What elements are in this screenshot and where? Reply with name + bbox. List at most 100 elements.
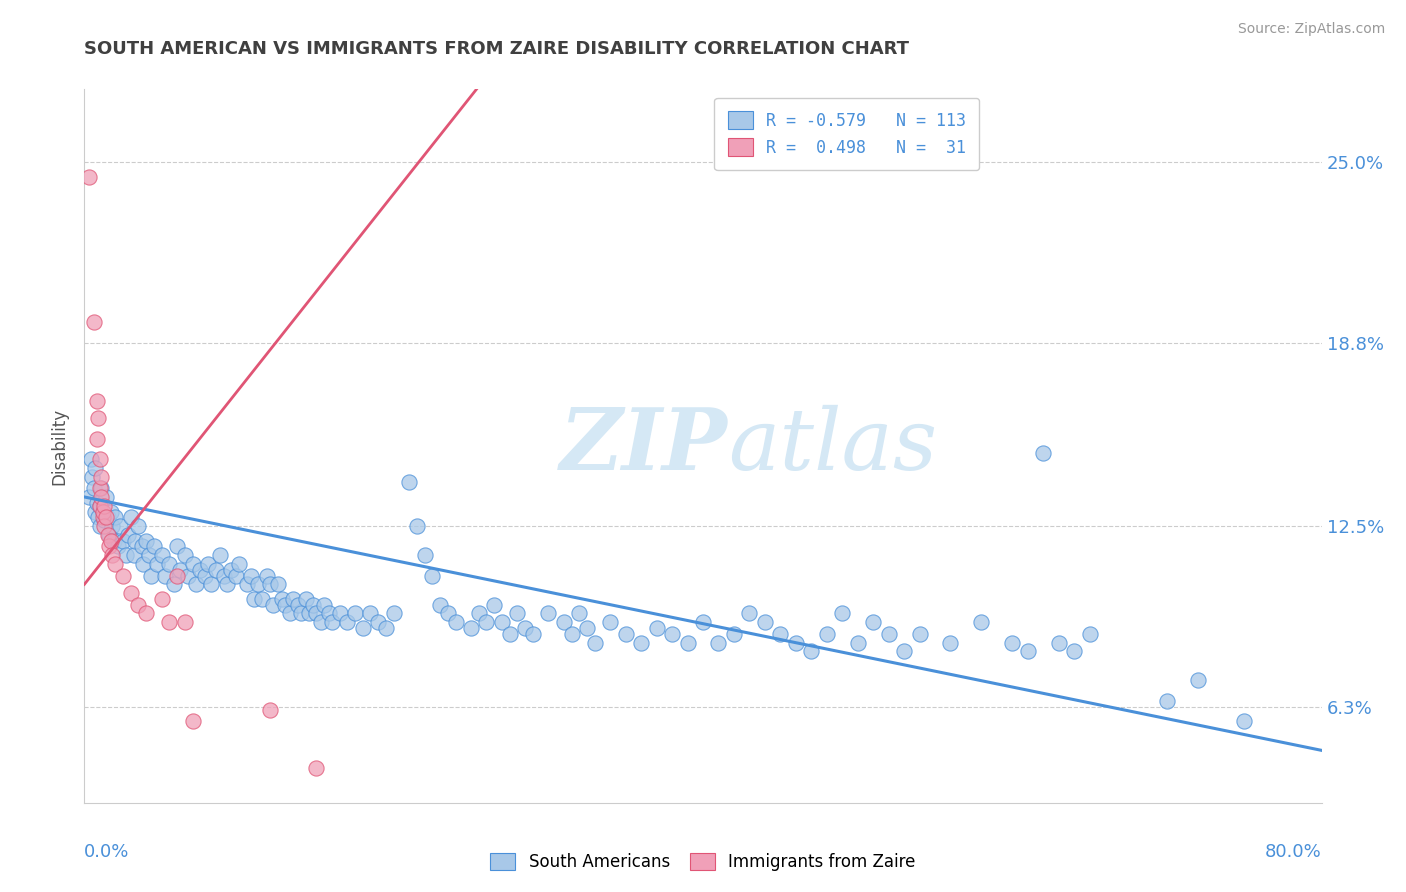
- Point: [138, 548, 160, 562]
- Point: [661, 627, 683, 641]
- Point: [150, 591, 173, 606]
- Point: [98, 528, 121, 542]
- Point: [159, 557, 181, 571]
- Point: [561, 627, 583, 641]
- Point: [84, 460, 107, 475]
- Point: [846, 635, 869, 649]
- Text: Source: ZipAtlas.com: Source: ZipAtlas.com: [1237, 22, 1385, 37]
- Point: [515, 621, 537, 635]
- Point: [166, 540, 188, 554]
- Point: [101, 519, 124, 533]
- Point: [194, 568, 217, 582]
- Point: [115, 548, 138, 562]
- Point: [294, 591, 316, 606]
- Point: [283, 591, 305, 606]
- Point: [893, 644, 915, 658]
- Point: [86, 432, 108, 446]
- Point: [1187, 673, 1209, 688]
- Point: [128, 519, 150, 533]
- Point: [1001, 635, 1024, 649]
- Point: [314, 598, 336, 612]
- Point: [87, 411, 110, 425]
- Point: [163, 577, 186, 591]
- Point: [188, 563, 212, 577]
- Point: [166, 568, 188, 582]
- Point: [94, 490, 117, 504]
- Point: [259, 577, 281, 591]
- Point: [101, 548, 124, 562]
- Point: [267, 577, 290, 591]
- Point: [413, 548, 436, 562]
- Point: [309, 615, 332, 630]
- Point: [83, 481, 105, 495]
- Point: [939, 635, 962, 649]
- Point: [645, 621, 668, 635]
- Point: [89, 499, 111, 513]
- Point: [553, 615, 575, 630]
- Point: [89, 519, 111, 533]
- Point: [862, 615, 884, 630]
- Point: [491, 615, 513, 630]
- Point: [112, 568, 135, 582]
- Point: [321, 615, 343, 630]
- Point: [252, 591, 274, 606]
- Point: [460, 621, 482, 635]
- Point: [120, 586, 142, 600]
- Point: [785, 635, 807, 649]
- Point: [91, 504, 114, 518]
- Point: [197, 557, 219, 571]
- Point: [90, 481, 112, 495]
- Point: [506, 607, 529, 621]
- Point: [174, 548, 197, 562]
- Point: [831, 607, 853, 621]
- Point: [146, 557, 169, 571]
- Point: [583, 635, 606, 649]
- Point: [522, 627, 544, 641]
- Point: [212, 568, 235, 582]
- Point: [444, 615, 467, 630]
- Point: [135, 607, 157, 621]
- Point: [568, 607, 591, 621]
- Point: [89, 452, 111, 467]
- Point: [754, 615, 776, 630]
- Point: [344, 607, 367, 621]
- Point: [159, 615, 181, 630]
- Point: [215, 577, 238, 591]
- Point: [135, 533, 157, 548]
- Point: [117, 528, 139, 542]
- Point: [200, 577, 222, 591]
- Point: [209, 548, 232, 562]
- Point: [877, 627, 900, 641]
- Point: [360, 607, 382, 621]
- Text: ZIP: ZIP: [560, 404, 728, 488]
- Point: [800, 644, 823, 658]
- Legend: R = -0.579   N = 113, R =  0.498   N =  31: R = -0.579 N = 113, R = 0.498 N = 31: [714, 97, 979, 169]
- Point: [429, 598, 451, 612]
- Point: [150, 548, 173, 562]
- Point: [139, 568, 162, 582]
- Point: [243, 591, 266, 606]
- Point: [107, 540, 129, 554]
- Point: [305, 761, 328, 775]
- Point: [120, 510, 142, 524]
- Point: [738, 607, 761, 621]
- Point: [1233, 714, 1256, 729]
- Point: [1156, 694, 1178, 708]
- Point: [86, 496, 108, 510]
- Point: [112, 533, 135, 548]
- Point: [103, 533, 125, 548]
- Point: [82, 469, 104, 483]
- Point: [723, 627, 745, 641]
- Point: [468, 607, 491, 621]
- Point: [336, 615, 359, 630]
- Point: [375, 621, 398, 635]
- Point: [298, 607, 321, 621]
- Point: [246, 577, 269, 591]
- Point: [908, 627, 931, 641]
- Point: [128, 598, 150, 612]
- Point: [499, 627, 522, 641]
- Text: atlas: atlas: [728, 405, 936, 487]
- Point: [221, 563, 243, 577]
- Point: [707, 635, 730, 649]
- Point: [484, 598, 506, 612]
